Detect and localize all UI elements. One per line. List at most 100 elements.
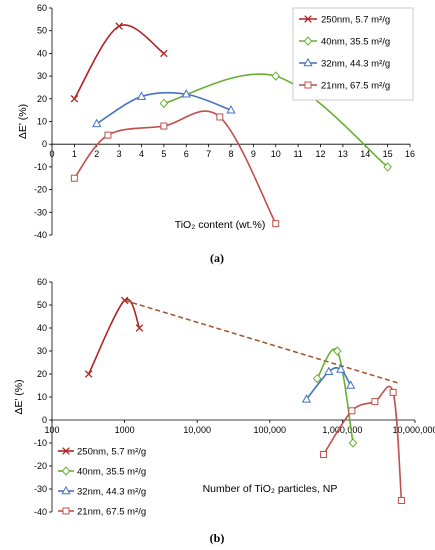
chart-a-xlabel: TiO₂ content (wt.%): [175, 219, 266, 231]
y-tick-label: 20: [37, 94, 47, 104]
legend-label: 250nm, 5.7 m²/g: [77, 447, 146, 458]
legend-marker: [303, 57, 313, 67]
data-point: [70, 95, 79, 103]
x-tick-label: 100: [44, 425, 59, 435]
data-point: [383, 162, 392, 172]
legend-label: 250nm, 5.7 m²/g: [321, 15, 390, 26]
data-point: [371, 398, 379, 406]
y-tick-label: 10: [37, 392, 47, 402]
y-tick-label: 60: [37, 277, 47, 287]
legend-label: 40nm, 35.5 m²/g: [321, 37, 390, 48]
data-point: [333, 346, 342, 356]
x-tick-label: 10: [271, 149, 281, 159]
data-point: [312, 373, 322, 384]
x-tick-label: 1,000,000: [322, 425, 362, 435]
data-point: [320, 451, 328, 458]
data-point: [115, 22, 123, 30]
y-tick-label: -20: [34, 185, 47, 195]
data-point: [104, 131, 112, 139]
legend-marker: [303, 36, 313, 46]
data-point: [159, 98, 169, 109]
legend-label: 21nm, 67.5 m²/g: [321, 81, 390, 92]
y-tick-label: 0: [42, 415, 47, 425]
data-point: [397, 497, 405, 504]
data-point: [348, 438, 358, 448]
data-point: [226, 105, 236, 114]
x-tick-label: 10,000,000: [392, 425, 435, 435]
data-point: [160, 122, 168, 130]
legend-label: 32nm, 44.3 m²/g: [77, 487, 146, 498]
x-tick-label: 4: [139, 149, 144, 159]
x-tick-label: 0: [49, 149, 54, 159]
y-tick-label: 30: [37, 71, 47, 81]
trend-line: [124, 299, 400, 384]
x-tick-label: 14: [360, 149, 370, 159]
x-tick-label: 12: [315, 149, 325, 159]
data-point: [70, 174, 78, 182]
data-point: [216, 113, 224, 121]
data-point: [160, 49, 168, 58]
x-tick-label: 10,000: [183, 425, 211, 435]
data-point: [348, 407, 356, 415]
chart-b-series: [84, 296, 405, 504]
x-tick-label: 7: [206, 149, 211, 159]
data-point: [181, 89, 191, 98]
series-line-3: [73, 110, 277, 225]
chart-a-series: [70, 22, 392, 228]
y-tick-label: 60: [37, 3, 47, 13]
data-point: [271, 71, 281, 81]
legend-marker: [62, 507, 70, 515]
chart-b-ylabel: ΔE' (%): [13, 379, 25, 414]
legend-label: 21nm, 67.5 m²/g: [77, 507, 146, 518]
y-tick-label: 40: [37, 323, 47, 333]
legend-label: 40nm, 35.5 m²/g: [77, 467, 146, 478]
data-point: [120, 296, 129, 305]
y-tick-label: -40: [34, 507, 47, 517]
y-tick-label: 0: [42, 139, 47, 149]
y-tick-label: -10: [34, 438, 47, 448]
y-tick-label: 50: [37, 300, 47, 310]
x-tick-label: 1: [72, 149, 77, 159]
x-tick-label: 1000: [115, 425, 135, 435]
data-point: [324, 366, 334, 375]
chart-a-legend: 250nm, 5.7 m²/g 40nm, 35.5 m²/g 32nm, 44.3…: [292, 7, 414, 101]
chart-b-legend: 250nm, 5.7 m²/g 40nm, 35.5 m²/g 32nm, 44.3…: [58, 447, 146, 518]
chart-b-panel-label: (b): [210, 531, 225, 545]
y-tick-label: 30: [37, 346, 47, 356]
y-tick-label: 10: [37, 117, 47, 127]
chart-a-ylabel: ΔE' (%): [17, 104, 29, 139]
legend-marker: [304, 81, 312, 89]
x-tick-label: 11: [293, 149, 302, 159]
series-line-0: [73, 24, 165, 100]
data-point: [136, 91, 147, 100]
x-tick-label: 6: [184, 149, 189, 159]
legend-marker: [61, 466, 71, 476]
legend-label: 32nm, 44.3 m²/g: [321, 59, 390, 70]
chart-a-panel-label: (a): [210, 251, 224, 265]
x-tick-label: 15: [383, 149, 393, 159]
data-point: [346, 380, 356, 389]
x-tick-label: 8: [228, 149, 233, 159]
data-point: [92, 118, 102, 128]
x-tick-label: 100,000: [254, 425, 287, 435]
data-point: [135, 324, 144, 332]
y-tick-label: 50: [37, 26, 47, 36]
legend-marker: [61, 485, 71, 495]
x-tick-label: 5: [161, 149, 166, 159]
legend-marker: [304, 15, 312, 23]
data-point: [301, 394, 312, 403]
x-tick-label: 16: [405, 149, 415, 159]
data-point: [272, 220, 280, 228]
series-line-2: [305, 367, 352, 400]
x-tick-label: 3: [117, 149, 122, 159]
y-tick-label: -10: [34, 162, 47, 172]
series-line-0: [87, 298, 141, 375]
y-tick-label: -20: [34, 461, 47, 471]
data-point: [84, 370, 93, 378]
data-point: [336, 364, 346, 373]
y-tick-label: -30: [34, 484, 47, 494]
